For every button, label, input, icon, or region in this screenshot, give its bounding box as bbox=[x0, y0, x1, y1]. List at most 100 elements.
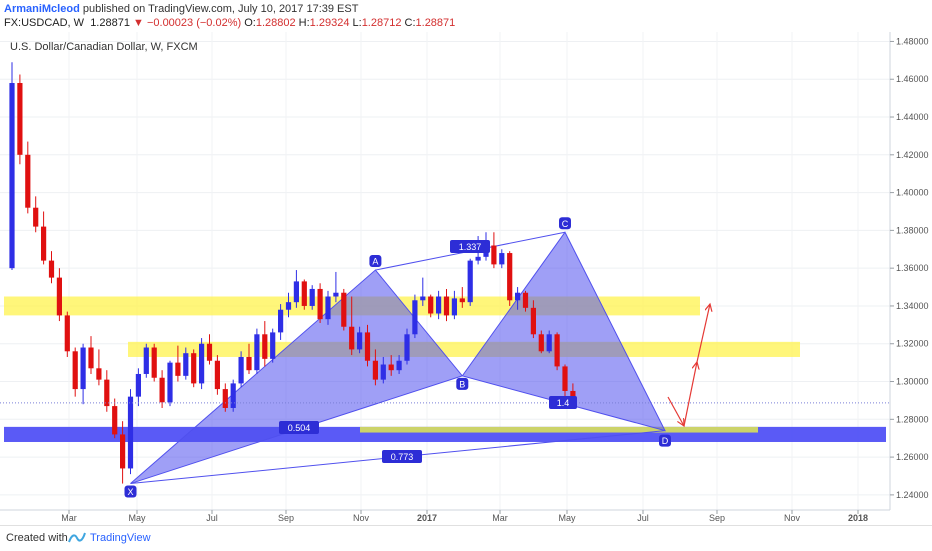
candle-body bbox=[499, 253, 505, 265]
publish-info: published on TradingView.com, July 10, 2… bbox=[82, 3, 359, 15]
candle-body bbox=[64, 315, 70, 352]
candle-body bbox=[120, 434, 126, 469]
candle-body bbox=[436, 296, 442, 314]
price-tick-label: 1.46000 bbox=[896, 74, 929, 84]
candle-body bbox=[56, 277, 62, 316]
time-tick-label: Sep bbox=[709, 513, 725, 523]
candle-body bbox=[515, 292, 521, 301]
candle-body bbox=[230, 383, 236, 408]
candle-body bbox=[364, 332, 371, 361]
candlestick-series bbox=[9, 62, 576, 484]
low-label: L: bbox=[352, 17, 362, 29]
time-tick-label: May bbox=[128, 513, 146, 523]
candle-body bbox=[380, 364, 386, 380]
point-badge bbox=[369, 255, 382, 268]
candle-body bbox=[222, 389, 228, 408]
candle-body bbox=[104, 379, 110, 407]
ratio-label: 1.4 bbox=[557, 398, 570, 408]
open-label: O: bbox=[244, 17, 256, 29]
ratio-label: 0.773 bbox=[391, 452, 414, 462]
low-value: 1.28712 bbox=[361, 17, 402, 29]
time-tick-label: 2017 bbox=[417, 513, 437, 523]
candle-body bbox=[475, 256, 481, 261]
candle-body bbox=[33, 207, 39, 227]
projection-arrow bbox=[696, 304, 710, 363]
candle-body bbox=[270, 332, 276, 359]
candle-body bbox=[17, 83, 23, 155]
candle-body bbox=[88, 347, 94, 369]
price-value: 1.28871 bbox=[90, 17, 130, 29]
candle-body bbox=[159, 377, 165, 403]
price-tick-label: 1.26000 bbox=[896, 452, 929, 462]
candle-body bbox=[522, 292, 529, 308]
price-tick-label: 1.32000 bbox=[896, 339, 929, 349]
zone-yellow bbox=[360, 426, 758, 433]
time-tick-label: Jul bbox=[637, 513, 649, 523]
open-value: 1.28802 bbox=[255, 17, 296, 29]
price-tick-label: 1.24000 bbox=[896, 490, 929, 500]
price-tick-label: 1.42000 bbox=[896, 150, 929, 160]
time-tick-label: 2018 bbox=[848, 513, 868, 523]
price-tick-label: 1.48000 bbox=[896, 36, 929, 46]
price-tick-label: 1.38000 bbox=[896, 225, 929, 235]
candle-body bbox=[80, 347, 86, 390]
time-tick-label: May bbox=[558, 513, 576, 523]
candle-body bbox=[135, 373, 141, 397]
candle-body bbox=[48, 260, 55, 278]
symbol-label[interactable]: FX:USDCAD, W bbox=[4, 17, 85, 29]
candle-body bbox=[451, 298, 457, 316]
candle-body bbox=[443, 296, 450, 316]
projection-arrow bbox=[667, 396, 684, 426]
time-tick-label: Mar bbox=[492, 513, 508, 523]
candle-body bbox=[254, 334, 260, 371]
candle-body bbox=[214, 360, 220, 390]
created-with-label: Created with bbox=[6, 532, 68, 544]
candle-body bbox=[357, 332, 363, 350]
point-label: A bbox=[372, 257, 378, 267]
candle-body bbox=[25, 154, 31, 208]
ratio-badge bbox=[549, 396, 577, 409]
down-triangle-icon: ▼ bbox=[133, 17, 144, 29]
price-axis[interactable]: 1.48000 1.46000 1.44000 1.42000 1.40000 1.380… bbox=[889, 32, 932, 510]
candle-body bbox=[538, 334, 544, 352]
candle-body bbox=[167, 362, 173, 403]
candle-body bbox=[127, 396, 134, 469]
candle-body bbox=[285, 302, 292, 310]
tradingview-link[interactable]: TradingView bbox=[90, 532, 151, 544]
time-tick-label: Nov bbox=[784, 513, 801, 523]
candle-body bbox=[325, 296, 331, 320]
time-axis[interactable]: Mar May Jul Sep Nov 2017 Mar May Jul Sep Nov 2018 bbox=[0, 509, 890, 523]
price-tick-label: 1.30000 bbox=[896, 377, 929, 387]
quote-line: FX:USDCAD, W 1.28871 ▼ −0.00023 (−0.02%)… bbox=[4, 17, 455, 29]
candle-body bbox=[562, 366, 568, 391]
candle-body bbox=[262, 334, 268, 359]
time-tick-label: Jul bbox=[206, 513, 218, 523]
high-label: H: bbox=[298, 17, 310, 29]
ratio-label: 0.504 bbox=[288, 423, 311, 433]
candle-body bbox=[278, 309, 284, 333]
point-badge bbox=[124, 485, 137, 498]
candle-body bbox=[151, 347, 157, 378]
point-label: C bbox=[562, 219, 569, 229]
footer: Created with TradingView bbox=[0, 525, 932, 551]
candle-body bbox=[309, 288, 315, 306]
close-label: C: bbox=[404, 17, 416, 29]
candle-body bbox=[96, 368, 102, 380]
candle-body bbox=[238, 356, 244, 384]
time-tick-label: Nov bbox=[353, 513, 370, 523]
author-link[interactable]: ArmaniMcleod bbox=[4, 3, 80, 15]
candle-body bbox=[491, 245, 497, 265]
point-label: D bbox=[662, 436, 669, 446]
point-badge bbox=[456, 377, 469, 390]
candle-body bbox=[9, 83, 15, 269]
candle-body bbox=[41, 226, 47, 261]
candle-body bbox=[301, 281, 307, 306]
candle-body bbox=[143, 347, 149, 374]
candle-body bbox=[459, 298, 465, 303]
candle-body bbox=[175, 362, 181, 376]
point-label: B bbox=[459, 379, 465, 389]
candle-body bbox=[467, 260, 473, 303]
